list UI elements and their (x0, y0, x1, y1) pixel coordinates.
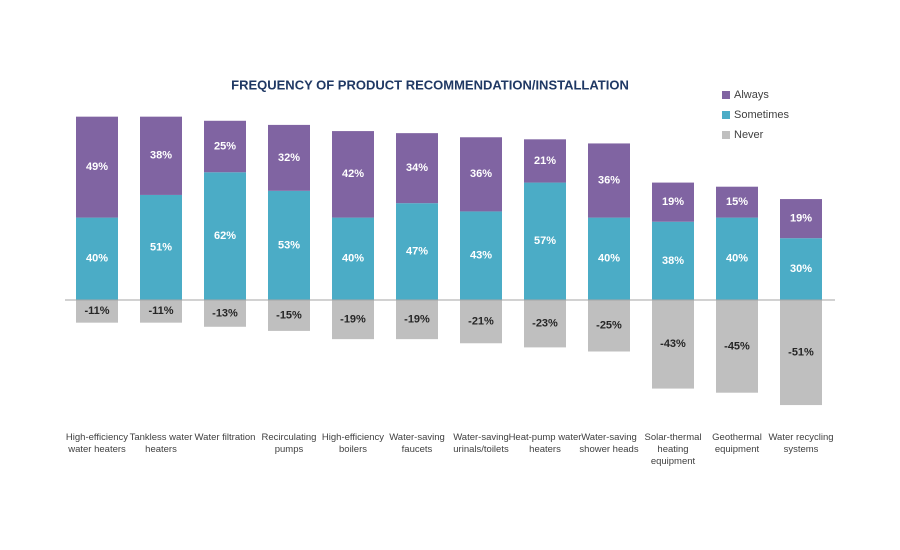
bar-segment (524, 182, 566, 300)
x-tick-label: Solar-thermal heating equipment (644, 432, 702, 467)
legend-label: Always (734, 89, 769, 101)
bar-segment (652, 182, 694, 222)
value-label: 42% (342, 168, 364, 180)
value-label: 47% (406, 245, 428, 257)
value-label: 40% (86, 253, 108, 265)
bar-segment (460, 300, 502, 344)
value-label: 21% (534, 155, 556, 167)
value-label: -19% (340, 313, 366, 325)
value-label: 36% (598, 174, 620, 186)
value-label: 34% (406, 162, 428, 174)
bar-segment (204, 120, 246, 173)
value-label: -19% (404, 313, 430, 325)
bar-segment (780, 238, 822, 300)
value-label: 19% (662, 196, 684, 208)
value-label: 30% (790, 263, 812, 275)
x-tick-label: High-efficiency water heaters (65, 432, 129, 455)
value-label: 25% (214, 140, 236, 152)
bar-segment (780, 199, 822, 239)
value-label: 38% (662, 255, 684, 267)
value-label: 62% (214, 230, 236, 242)
bar-segment (716, 217, 758, 300)
bar-segment (268, 300, 310, 331)
value-label: 36% (470, 168, 492, 180)
value-label: -11% (84, 305, 109, 317)
legend-swatch (722, 111, 730, 119)
bar-segment (460, 211, 502, 300)
value-label: 43% (470, 250, 492, 262)
value-label: 19% (790, 213, 812, 225)
legend-swatch (722, 131, 730, 139)
bar-segment (76, 300, 118, 323)
chart-title: FREQUENCY OF PRODUCT RECOMMENDATION/INST… (231, 77, 629, 92)
x-tick-label: Heat-pump water heaters (508, 432, 582, 455)
value-label: 53% (278, 239, 300, 251)
x-tick-label: Recirculating pumps (261, 432, 317, 455)
bar-segment (652, 300, 694, 389)
bar-segment (396, 300, 438, 340)
value-label: -45% (724, 340, 750, 352)
bar-segment (716, 300, 758, 393)
value-label: 32% (278, 152, 300, 164)
bar-segment (76, 217, 118, 300)
x-tick-label: Water-saving faucets (389, 432, 445, 455)
bar-segment (588, 300, 630, 352)
value-label: 49% (86, 161, 108, 173)
bar-segment (204, 172, 246, 300)
value-label: -23% (532, 318, 558, 330)
bar-segment (780, 300, 822, 406)
bar-segment (460, 137, 502, 212)
bar-segment (652, 221, 694, 300)
value-label: 15% (726, 196, 748, 208)
bar-segment (332, 300, 374, 340)
value-label: -11% (148, 305, 173, 317)
value-label: -21% (468, 316, 494, 328)
value-label: 40% (598, 253, 620, 265)
x-tick-label: Geothermal equipment (712, 432, 762, 455)
value-label: 38% (150, 150, 172, 162)
bar-segment (588, 143, 630, 218)
x-tick-label: High-efficiency boilers (321, 432, 385, 455)
bar-segment (140, 300, 182, 323)
value-label: 40% (342, 253, 364, 265)
value-label: -51% (788, 346, 814, 358)
bar-segment (332, 217, 374, 300)
value-label: -25% (596, 320, 622, 332)
legend-label: Sometimes (734, 109, 790, 121)
bar-segment (268, 190, 310, 300)
bar-segment (268, 124, 310, 191)
bar-segment (396, 203, 438, 300)
legend-swatch (722, 91, 730, 99)
x-tick-label: Water filtration (194, 432, 256, 443)
bar-segment (524, 139, 566, 183)
x-tick-label: Tankless water heaters (129, 432, 193, 455)
bar-segment (204, 300, 246, 327)
value-label: 51% (150, 241, 172, 253)
x-tick-label: Water-saving shower heads (579, 432, 639, 455)
bar-segment (524, 300, 566, 348)
bar-segment (332, 131, 374, 218)
bar-segment (716, 186, 758, 218)
legend-label: Never (734, 129, 764, 141)
bar-segment (588, 217, 630, 300)
value-label: 40% (726, 253, 748, 265)
bar-segment (140, 194, 182, 300)
x-tick-label: Water-saving urinals/toilets (453, 432, 509, 455)
value-label: -43% (660, 338, 686, 350)
bar-segment (76, 116, 118, 218)
bar-segment (140, 116, 182, 195)
bar-segment (396, 133, 438, 204)
x-tick-label: Water recycling systems (768, 432, 834, 455)
value-label: 57% (534, 235, 556, 247)
value-label: -13% (212, 307, 238, 319)
value-label: -15% (276, 309, 302, 321)
